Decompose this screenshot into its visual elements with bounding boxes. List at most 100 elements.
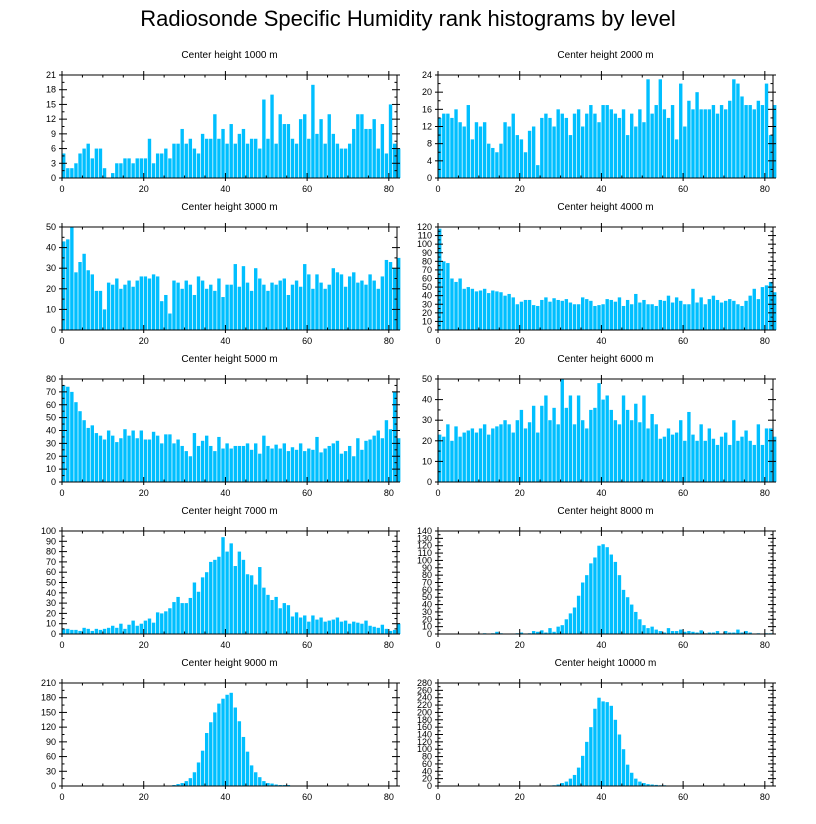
histogram-bar <box>450 440 454 482</box>
y-tick-label: 20 <box>422 774 432 784</box>
histogram-bar <box>711 295 716 330</box>
histogram-bar <box>102 168 107 178</box>
histogram-bar <box>254 772 258 786</box>
histogram-bar <box>343 148 348 178</box>
histogram-bar <box>307 621 311 634</box>
histogram-bar <box>278 280 282 330</box>
histogram-bar <box>728 444 732 482</box>
histogram-bar <box>200 577 205 634</box>
histogram-bar <box>540 117 544 178</box>
histogram-bar <box>744 105 748 178</box>
histogram-bar <box>564 117 569 178</box>
x-tick-label: 40 <box>220 336 230 346</box>
histogram-bar <box>307 138 311 178</box>
histogram-bar <box>225 443 229 483</box>
histogram-bar <box>503 295 507 330</box>
histogram-bar <box>593 305 597 330</box>
histogram-bar <box>674 432 679 482</box>
histogram-bar <box>687 631 691 634</box>
y-tick-label: 10 <box>46 304 56 314</box>
histogram-bar <box>560 625 564 634</box>
histogram-bar <box>646 304 650 330</box>
histogram-bar <box>707 299 712 330</box>
histogram-bar <box>478 126 483 178</box>
histogram-bar <box>290 616 295 634</box>
histogram-bar <box>515 420 520 482</box>
y-tick-label: 20 <box>422 308 432 318</box>
histogram-bar <box>294 449 299 482</box>
y-tick-label: 0 <box>51 477 56 487</box>
histogram-bar <box>376 430 380 482</box>
chart-panel-5: Center height 5000 m 0 20 40 60 80 0 10 20 30 40 50… <box>46 354 401 498</box>
histogram-bar <box>621 109 626 178</box>
histogram-bar <box>732 300 736 330</box>
histogram-bar <box>687 304 691 330</box>
histogram-bar <box>290 447 295 482</box>
histogram-bar <box>143 439 148 482</box>
histogram-bar <box>397 623 401 634</box>
histogram-bar <box>519 409 524 482</box>
histogram-bar <box>249 290 254 330</box>
histogram-bar <box>527 422 532 482</box>
histogram-bar <box>740 436 744 482</box>
histogram-bar <box>625 597 630 634</box>
histogram-bar <box>160 443 164 483</box>
histogram-bar <box>491 147 495 178</box>
histogram-bar <box>621 749 626 786</box>
histogram-bar <box>184 781 188 786</box>
histogram-bar <box>691 434 695 482</box>
histogram-bar <box>368 274 372 330</box>
histogram-bar <box>683 126 687 178</box>
histogram-bar <box>294 612 299 634</box>
histogram-bar <box>115 627 119 634</box>
histogram-bar <box>327 114 331 178</box>
histogram-bar <box>732 632 736 634</box>
histogram-bar <box>196 153 201 178</box>
histogram-bar <box>666 428 671 482</box>
histogram-bar <box>470 288 475 330</box>
histogram-bar <box>564 299 569 330</box>
histogram-bar <box>531 405 536 482</box>
histogram-bar <box>691 288 695 330</box>
y-tick-label: 80 <box>46 547 56 557</box>
histogram-bar <box>70 227 74 330</box>
histogram-bar <box>536 631 540 634</box>
y-tick-label: 90 <box>46 737 56 747</box>
histogram-bar <box>270 448 274 482</box>
histogram-bar <box>474 291 479 331</box>
y-tick-label: 16 <box>422 104 432 114</box>
histogram-bar <box>715 631 720 634</box>
histogram-bar <box>233 264 237 330</box>
histogram-bar <box>102 628 107 634</box>
histogram-bar <box>217 703 221 786</box>
histogram-bar <box>155 276 160 330</box>
histogram-bar <box>311 449 315 482</box>
histogram-bar <box>536 432 540 482</box>
histogram-bar <box>127 280 131 330</box>
histogram-bar <box>454 426 458 482</box>
y-tick-label: 90 <box>46 536 56 546</box>
histogram-bar <box>380 124 385 178</box>
histogram-bar <box>764 83 769 178</box>
histogram-bar <box>744 300 748 330</box>
y-tick-label: 20 <box>422 614 432 624</box>
histogram-bar <box>495 631 499 634</box>
histogram-bar <box>294 143 299 178</box>
histogram-bar <box>658 631 662 634</box>
histogram-bar <box>200 280 205 330</box>
histogram-bar <box>674 139 679 179</box>
panel-title: Center height 3000 m <box>181 202 277 213</box>
histogram-bar <box>258 777 262 786</box>
histogram-bar <box>707 428 712 482</box>
histogram-bar <box>487 293 491 330</box>
histogram-bar <box>760 287 765 330</box>
histogram-bar <box>376 627 380 634</box>
histogram-bar <box>360 623 364 634</box>
histogram-bar <box>204 435 209 482</box>
histogram-bar <box>756 424 761 482</box>
histogram-bar <box>323 448 327 482</box>
histogram-bar <box>221 448 225 482</box>
histogram-bar <box>650 113 654 179</box>
histogram-bar <box>270 94 274 178</box>
histogram-bar <box>674 631 679 634</box>
